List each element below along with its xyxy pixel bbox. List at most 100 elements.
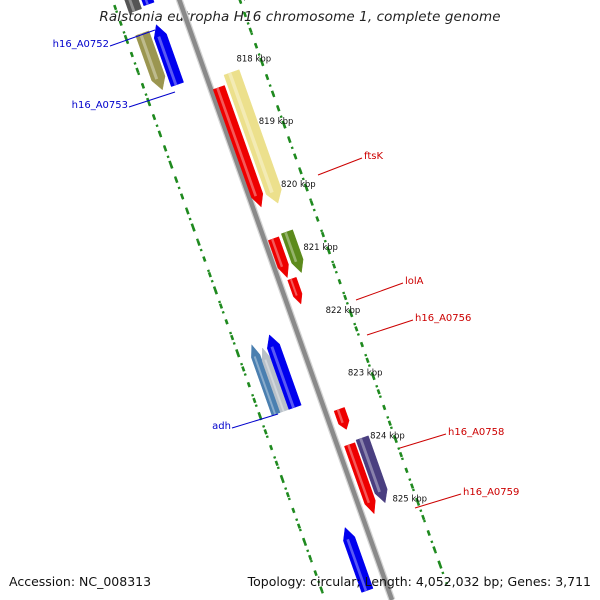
minor-tick (185, 209, 190, 215)
gene-feature[interactable] (153, 24, 184, 87)
gene-label[interactable]: h16_A0759 (463, 487, 519, 498)
gene-label[interactable]: h16_A0756 (415, 313, 471, 324)
gene-label[interactable]: adh (212, 421, 231, 432)
inner-ring-dot (434, 550, 438, 554)
inner-ring-dot (411, 488, 415, 492)
inner-ring-dot (445, 581, 449, 585)
outer-ring-dot (262, 424, 266, 428)
tick-label: 819 kbp (259, 117, 294, 127)
gene-label[interactable]: h16_A0758 (448, 427, 504, 438)
minor-tick (426, 530, 431, 536)
minor-tick (113, 4, 118, 11)
minor-tick (285, 491, 290, 498)
gene-feature[interactable] (344, 442, 376, 515)
outer-ring-dot (207, 269, 211, 273)
label-leader-line (399, 433, 447, 449)
minor-tick (365, 357, 370, 364)
inner-ring-dot (441, 571, 445, 575)
outer-ring-dot (166, 155, 170, 159)
gene-highlight (336, 409, 344, 424)
gene-feature[interactable] (355, 435, 388, 504)
tick-label: 824 kbp (370, 432, 405, 442)
genome-backbone (175, 0, 396, 600)
genome-summary: Topology: circular; Length: 4,052,032 bp… (247, 574, 591, 589)
minor-tick (276, 106, 281, 112)
gene-highlight (253, 356, 277, 415)
gene-feature[interactable] (267, 236, 289, 279)
gene-feature[interactable] (223, 69, 282, 204)
minor-tick (293, 153, 298, 159)
gene-feature[interactable] (333, 407, 350, 430)
gene-arrow[interactable] (343, 526, 374, 593)
page-title: Ralstonia eutropha H16 chromosome 1, com… (99, 9, 501, 25)
gene-highlight (157, 36, 178, 86)
minor-tick (241, 366, 246, 372)
major-tick (415, 497, 421, 506)
label-leader-line (317, 157, 363, 176)
gene-feature[interactable] (261, 347, 290, 413)
minor-tick (313, 570, 318, 577)
outer-ring-dot (265, 435, 269, 439)
outer-ring-dot (144, 93, 148, 97)
major-tick (279, 474, 285, 484)
minor-tick (432, 546, 437, 552)
minor-tick (230, 334, 235, 341)
inner-ring-dot (290, 146, 294, 150)
minor-tick (343, 294, 348, 301)
gene-feature[interactable] (212, 85, 264, 208)
minor-tick (315, 216, 320, 222)
gene-label[interactable]: lolA (405, 276, 424, 287)
gene-label[interactable]: h16_A0752 (53, 39, 109, 50)
minor-tick (118, 20, 123, 26)
tick-label: 821 kbp (303, 243, 338, 253)
outer-ring-dot (309, 559, 313, 563)
tick-label: 825 kbp (392, 494, 427, 504)
gene-feature[interactable] (135, 30, 166, 91)
gene-highlight (284, 231, 298, 263)
tick-label: 818 kbp (236, 54, 271, 64)
gene-highlight (347, 444, 370, 504)
gene-feature[interactable] (287, 276, 303, 305)
minor-tick (382, 404, 387, 411)
tick-label: 822 kbp (326, 306, 361, 316)
gene-feature[interactable] (267, 334, 302, 410)
inner-ring-dot (375, 384, 379, 388)
gene-arrow[interactable] (261, 347, 290, 413)
inner-ring-dot (301, 177, 305, 181)
outer-ring-dot (195, 238, 199, 242)
major-tick (392, 434, 398, 444)
inner-ring-dot (342, 291, 346, 295)
minor-tick (398, 451, 404, 458)
inner-ring-dot (430, 540, 434, 544)
inner-ring-dot (364, 353, 368, 357)
gene-arrow[interactable] (251, 344, 281, 416)
inner-ring-dot (419, 509, 423, 513)
minor-tick (320, 231, 326, 238)
minor-tick (354, 326, 359, 332)
gene-feature[interactable] (343, 526, 374, 593)
minor-tick (263, 429, 268, 435)
minor-tick (421, 514, 426, 521)
major-tick (281, 120, 287, 129)
gene-feature[interactable] (251, 344, 281, 416)
gene-highlight (289, 278, 298, 296)
outer-ring-dot (232, 341, 236, 345)
minor-tick (404, 467, 409, 474)
outer-ring-dot (251, 393, 255, 397)
outer-ring-dot (254, 404, 258, 408)
gene-feature[interactable] (280, 229, 304, 274)
gene-feature[interactable] (121, 0, 142, 14)
gene-feature[interactable] (139, 0, 155, 7)
minor-tick (179, 193, 185, 199)
gene-label[interactable]: ftsK (364, 151, 383, 162)
major-tick (437, 560, 443, 569)
gene-label[interactable]: h16_A0753 (72, 100, 128, 111)
tick-label: 823 kbp (348, 369, 383, 379)
outer-ring-dot (276, 466, 280, 470)
inner-ring-dot (353, 322, 357, 326)
minor-tick (308, 554, 313, 561)
outer-ring-dot (188, 217, 192, 221)
major-tick (168, 160, 174, 169)
